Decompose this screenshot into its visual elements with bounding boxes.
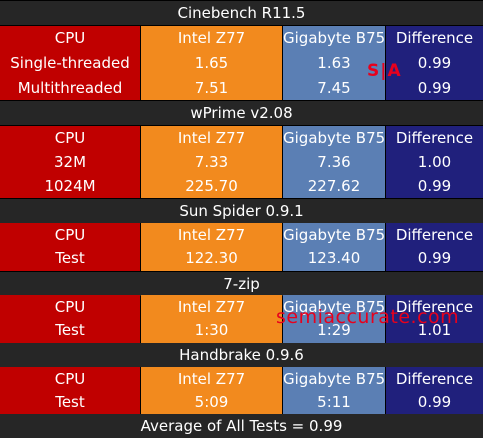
intel-value: 5:09 [194,393,229,411]
gigabyte-value: 1.63 [317,54,351,72]
header-cpu: CPU [54,226,86,244]
header-difference: Difference [395,29,474,47]
header-intel: Intel Z77 [177,370,246,388]
header-difference: Difference [395,129,474,147]
header-gigabyte: Gigabyte B75 [283,298,385,316]
gigabyte-value: 123.40 [307,249,361,267]
table-block-7zip: CPU Test Intel Z77 1:30 Gigabyte B75 1:2… [0,295,483,343]
difference-value: 0.99 [417,54,452,72]
section-title-sunspider: Sun Spider 0.9.1 [0,199,483,223]
gigabyte-value: 7.36 [317,153,351,171]
row-label: 1024M [44,177,96,195]
intel-column: Intel Z77 1:30 [141,295,282,343]
gigabyte-column: Gigabyte B75 7.36 227.62 [283,126,385,198]
cpu-column: CPU Test [0,223,140,271]
row-label: Test [55,393,85,411]
intel-value: 1:30 [194,321,229,339]
header-intel: Intel Z77 [177,226,246,244]
cpu-column: CPU Single-threaded Multithreaded [0,26,140,100]
section-title-7zip: 7-zip [0,272,483,296]
intel-column: Intel Z77 122.30 [141,223,282,271]
difference-value: 0.99 [417,249,452,267]
header-intel: Intel Z77 [177,129,246,147]
section-title-handbrake: Handbrake 0.9.6 [0,343,483,367]
header-gigabyte: Gigabyte B75 [283,226,385,244]
row-label: Single-threaded [10,54,130,72]
row-label: Test [55,321,85,339]
intel-value: 7.33 [194,153,229,171]
gigabyte-column: Gigabyte B75 5:11 [283,367,385,414]
header-cpu: CPU [54,370,86,388]
table-block-cinebench: CPU Single-threaded Multithreaded Intel … [0,26,483,100]
header-gigabyte: Gigabyte B75 [283,129,385,147]
intel-column: Intel Z77 7.33 225.70 [141,126,282,198]
section-title-cinebench: Cinebench R11.5 [0,1,483,25]
cpu-column: CPU Test [0,295,140,343]
difference-column: Difference 1.01 [386,295,483,343]
difference-value: 0.99 [417,393,452,411]
gigabyte-column: Gigabyte B75 1:29 [283,295,385,343]
header-intel: Intel Z77 [177,298,246,316]
intel-value: 7.51 [194,79,229,97]
header-difference: Difference [395,298,474,316]
difference-value: 0.99 [417,177,452,195]
header-cpu: CPU [54,298,86,316]
table-block-sunspider: CPU Test Intel Z77 122.30 Gigabyte B75 1… [0,223,483,271]
footer-average: Average of All Tests = 0.99 [0,414,483,438]
row-label: Multithreaded [17,79,123,97]
intel-column: Intel Z77 1.65 7.51 [141,26,282,100]
header-gigabyte: Gigabyte B75 [283,370,385,388]
difference-column: Difference 0.99 [386,223,483,271]
intel-value: 122.30 [185,249,238,267]
row-label: 32M [53,153,87,171]
header-cpu: CPU [54,29,86,47]
difference-column: Difference 1.00 0.99 [386,126,483,198]
intel-value: 1.65 [194,54,229,72]
intel-column: Intel Z77 5:09 [141,367,282,414]
cpu-column: CPU Test [0,367,140,414]
watermark-site: semiaccurate.com [276,306,460,328]
intel-value: 225.70 [185,177,238,195]
header-cpu: CPU [54,129,86,147]
difference-value: 1.00 [417,153,452,171]
table-block-wprime: CPU 32M 1024M Intel Z77 7.33 225.70 Giga… [0,126,483,198]
section-title-wprime: wPrime v2.08 [0,101,483,125]
header-gigabyte: Gigabyte B75 [283,29,385,47]
difference-value: 0.99 [417,79,452,97]
cpu-column: CPU 32M 1024M [0,126,140,198]
gigabyte-column: Gigabyte B75 123.40 [283,223,385,271]
gigabyte-value: 5:11 [317,393,351,411]
gigabyte-value: 1:29 [317,321,351,339]
header-difference: Difference [395,370,474,388]
header-difference: Difference [395,226,474,244]
semiaccurate-logo: S|A [367,61,402,81]
gigabyte-value: 7.45 [317,79,351,97]
difference-column: Difference 0.99 [386,367,483,414]
row-label: Test [55,249,85,267]
header-intel: Intel Z77 [177,29,246,47]
gigabyte-value: 227.62 [307,177,361,195]
gigabyte-column: Gigabyte B75 1.63 7.45 [283,26,385,100]
difference-column: Difference 0.99 0.99 [386,26,483,100]
table-block-handbrake: CPU Test Intel Z77 5:09 Gigabyte B75 5:1… [0,367,483,414]
difference-value: 1.01 [417,321,452,339]
